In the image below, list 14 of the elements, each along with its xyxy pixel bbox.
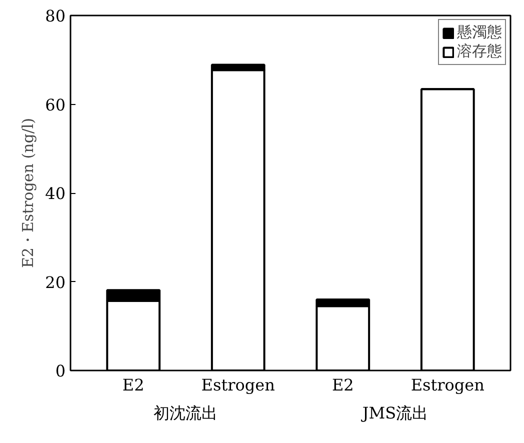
y-tick-label: 0: [55, 362, 66, 380]
y-tick-label: 20: [45, 272, 66, 292]
x-tick-label: Estrogen: [410, 376, 484, 394]
y-tick-label: 60: [45, 95, 66, 114]
y-axis-title: E2・Estrogen (ng/l): [19, 118, 38, 268]
legend-label: 溶存態: [457, 42, 502, 61]
x-tick-label: Estrogen: [201, 376, 275, 394]
legend-label: 懸濁態: [457, 23, 502, 42]
text: 初沈流出: [154, 404, 218, 422]
x-tick-label: E2: [332, 376, 354, 394]
y-tick-label: 80: [45, 6, 66, 26]
x-tick-label: E2: [122, 376, 144, 394]
y-tick-label: 40: [45, 184, 66, 203]
text: JMS流出: [360, 404, 428, 422]
